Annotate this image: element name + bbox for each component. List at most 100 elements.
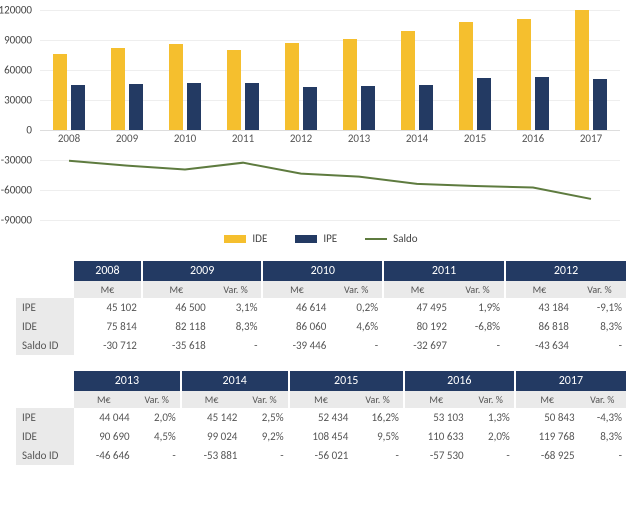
- cell: -56 021: [290, 446, 353, 465]
- cell: 2,5%: [241, 408, 287, 427]
- subheader: Var. %: [579, 391, 626, 408]
- subheader: M€: [143, 281, 210, 298]
- x-label: 2010: [156, 132, 214, 145]
- x-label: 2016: [504, 132, 562, 145]
- legend-label: IDE: [252, 232, 267, 245]
- cell: 110 633: [405, 427, 468, 446]
- row-label: IPE: [16, 298, 74, 317]
- subheader: M€: [74, 391, 134, 408]
- plot-area: 2008200920102011201220132014201520162017: [40, 10, 620, 220]
- cell: -6,8%: [451, 317, 504, 336]
- cell: 4,5%: [134, 427, 180, 446]
- legend-swatch: [224, 235, 246, 243]
- x-label: 2008: [40, 132, 98, 145]
- legend-swatch: [365, 238, 387, 240]
- cell: -: [134, 446, 180, 465]
- legend-label: IPE: [323, 232, 337, 245]
- cell: 8,3%: [210, 317, 262, 336]
- subheader: Var. %: [210, 281, 262, 298]
- cell: 8,3%: [573, 317, 626, 336]
- y-tick: 90000: [4, 34, 32, 47]
- cell: 9,5%: [352, 427, 402, 446]
- cell: 45 142: [182, 408, 242, 427]
- row-label: Saldo ID: [16, 446, 74, 465]
- cell: 119 768: [516, 427, 579, 446]
- subheader: M€: [290, 391, 353, 408]
- combo-chart: -90000-60000-300000300006000090000120000…: [40, 10, 620, 220]
- year-header: 2012: [506, 261, 626, 281]
- year-header: 2017: [516, 371, 626, 391]
- cell: -68 925: [516, 446, 579, 465]
- cell: 90 690: [74, 427, 134, 446]
- y-tick: 120000: [0, 4, 32, 17]
- year-header: 2010: [263, 261, 382, 281]
- cell: -35 618: [143, 336, 210, 355]
- cell: -: [241, 446, 287, 465]
- cell: 9,2%: [241, 427, 287, 446]
- cell: 45 102: [74, 298, 141, 317]
- cell: 52 434: [290, 408, 353, 427]
- year-header: 2014: [182, 371, 288, 391]
- cell: 86 818: [506, 317, 573, 336]
- cell: 1,3%: [468, 408, 514, 427]
- cell: -39 446: [263, 336, 330, 355]
- cell: -: [352, 446, 402, 465]
- legend-item: IDE: [224, 232, 267, 245]
- cell: -30 712: [74, 336, 141, 355]
- row-label: IDE: [16, 427, 74, 446]
- y-tick: 30000: [4, 94, 32, 107]
- subheader: Var. %: [241, 391, 287, 408]
- y-tick: 60000: [4, 64, 32, 77]
- cell: -: [451, 336, 504, 355]
- subheader: Var. %: [352, 391, 402, 408]
- cell: 46 614: [263, 298, 330, 317]
- cell: 99 024: [182, 427, 242, 446]
- cell: -53 881: [182, 446, 242, 465]
- year-header: 2016: [405, 371, 514, 391]
- cell: 44 044: [74, 408, 134, 427]
- cell: -: [579, 446, 626, 465]
- legend-item: Saldo: [365, 232, 417, 245]
- cell: 8,3%: [579, 427, 626, 446]
- subheader: M€: [182, 391, 242, 408]
- x-label: 2015: [446, 132, 504, 145]
- cell: 46 500: [143, 298, 210, 317]
- x-label: 2009: [98, 132, 156, 145]
- row-label: Saldo ID: [16, 336, 74, 355]
- x-label: 2011: [214, 132, 272, 145]
- year-header: 2015: [290, 371, 403, 391]
- y-tick: -60000: [1, 184, 32, 197]
- cell: -4,3%: [579, 408, 626, 427]
- cell: 0,2%: [330, 298, 382, 317]
- cell: 82 118: [143, 317, 210, 336]
- cell: 2,0%: [134, 408, 180, 427]
- x-label: 2014: [388, 132, 446, 145]
- y-axis: -90000-60000-300000300006000090000120000: [0, 10, 40, 220]
- data-table-2: 20132014201520162017M€Var. %M€Var. %M€Va…: [16, 371, 626, 465]
- x-label: 2017: [562, 132, 620, 145]
- cell: -46 646: [74, 446, 134, 465]
- subheader: M€: [384, 281, 451, 298]
- x-label: 2013: [330, 132, 388, 145]
- subheader: M€: [516, 391, 579, 408]
- cell: 3,1%: [210, 298, 262, 317]
- subheader: Var. %: [451, 281, 504, 298]
- subheader: Var. %: [573, 281, 626, 298]
- y-tick: -90000: [1, 214, 32, 227]
- gridline: [40, 220, 620, 221]
- subheader: M€: [405, 391, 468, 408]
- cell: 43 184: [506, 298, 573, 317]
- saldo-polyline: [69, 161, 591, 199]
- cell: 75 814: [74, 317, 141, 336]
- cell: 47 495: [384, 298, 451, 317]
- subheader: Var. %: [468, 391, 514, 408]
- saldo-line: [40, 10, 620, 220]
- cell: -9,1%: [573, 298, 626, 317]
- cell: 80 192: [384, 317, 451, 336]
- subheader: M€: [506, 281, 573, 298]
- cell: 50 843: [516, 408, 579, 427]
- year-header: 2009: [143, 261, 262, 281]
- subheader: M€: [263, 281, 330, 298]
- x-label: 2012: [272, 132, 330, 145]
- year-header: 2011: [384, 261, 504, 281]
